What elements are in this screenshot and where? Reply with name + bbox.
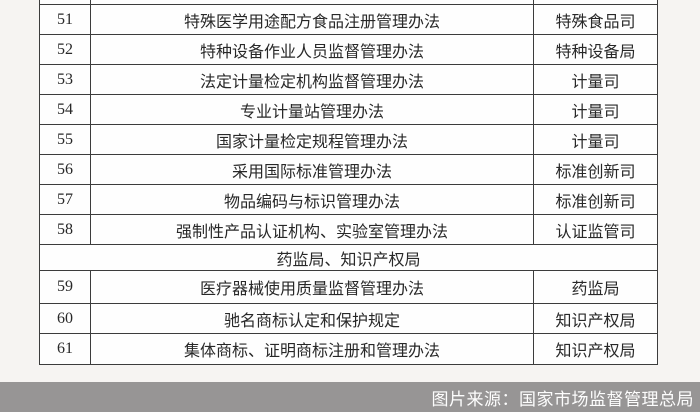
row-number-cell: 56 — [39, 154, 91, 185]
row-number-cell: 51 — [39, 4, 91, 35]
section-header-row: 药监局、知识产权局 — [39, 244, 658, 271]
table-row: 57 物品编码与标识管理办法 标准创新司 — [39, 184, 658, 215]
table-row: 52 特种设备作业人员监督管理办法 特种设备局 — [39, 34, 658, 65]
table-row: 55 国家计量检定规程管理办法 计量司 — [39, 124, 658, 155]
row-number-cell: 57 — [39, 184, 91, 215]
table-row: 59 医疗器械使用质量监督管理办法 药监局 — [39, 270, 658, 304]
row-number-cell: 58 — [39, 214, 91, 245]
department-cell: 知识产权局 — [533, 303, 658, 334]
regulation-title-cell: 物品编码与标识管理办法 — [90, 184, 534, 215]
department-cell: 药监局 — [533, 270, 658, 304]
table-row: 58 强制性产品认证机构、实验室管理办法 认证监管司 — [39, 214, 658, 245]
row-number-cell: 53 — [39, 64, 91, 95]
table-row: 51 特殊医学用途配方食品注册管理办法 特殊食品司 — [39, 4, 658, 35]
regulation-title-cell: 集体商标、证明商标注册和管理办法 — [90, 333, 534, 365]
regulation-title-cell: 法定计量检定机构监督管理办法 — [90, 64, 534, 95]
row-number-cell: 54 — [39, 94, 91, 125]
department-cell: 计量司 — [533, 64, 658, 95]
table-row: 60 驰名商标认定和保护规定 知识产权局 — [39, 303, 658, 334]
table-row: 54 专业计量站管理办法 计量司 — [39, 94, 658, 125]
department-cell: 标准创新司 — [533, 184, 658, 215]
row-number-cell: 60 — [39, 303, 91, 334]
image-source-watermark-bar: 图片来源：国家市场监督管理总局 — [0, 382, 700, 412]
department-cell: 计量司 — [533, 124, 658, 155]
regulation-title-cell: 医疗器械使用质量监督管理办法 — [90, 270, 534, 304]
image-source-text: 图片来源：国家市场监督管理总局 — [431, 390, 694, 409]
regulation-title-cell: 专业计量站管理办法 — [90, 94, 534, 125]
regulation-title-cell: 国家计量检定规程管理办法 — [90, 124, 534, 155]
department-cell: 特种设备局 — [533, 34, 658, 65]
row-number-cell: 52 — [39, 34, 91, 65]
regulation-title-cell: 特殊医学用途配方食品注册管理办法 — [90, 4, 534, 35]
section-header-cell: 药监局、知识产权局 — [39, 244, 658, 271]
regulation-title-cell: 采用国际标准管理办法 — [90, 154, 534, 185]
department-cell: 认证监管司 — [533, 214, 658, 245]
table-row: 56 采用国际标准管理办法 标准创新司 — [39, 154, 658, 185]
row-number-cell: 55 — [39, 124, 91, 155]
regulation-title-cell: 驰名商标认定和保护规定 — [90, 303, 534, 334]
table-row: 53 法定计量检定机构监督管理办法 计量司 — [39, 64, 658, 95]
department-cell: 知识产权局 — [533, 333, 658, 365]
row-number-cell: 59 — [39, 270, 91, 304]
regulation-table: 51 特殊医学用途配方食品注册管理办法 特殊食品司 52 特种设备作业人员监督管… — [39, 0, 658, 365]
department-cell: 特殊食品司 — [533, 4, 658, 35]
row-number-cell: 61 — [39, 333, 91, 365]
table-row: 61 集体商标、证明商标注册和管理办法 知识产权局 — [39, 333, 658, 365]
regulation-title-cell: 特种设备作业人员监督管理办法 — [90, 34, 534, 65]
regulation-title-cell: 强制性产品认证机构、实验室管理办法 — [90, 214, 534, 245]
department-cell: 计量司 — [533, 94, 658, 125]
department-cell: 标准创新司 — [533, 154, 658, 185]
